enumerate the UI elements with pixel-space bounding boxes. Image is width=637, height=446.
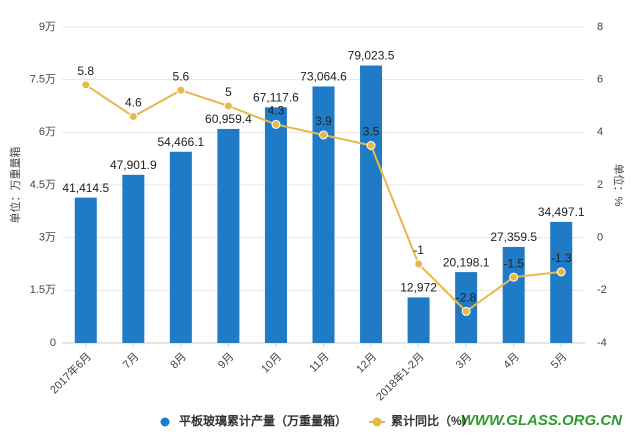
line-value-label: 4.6 — [125, 96, 142, 110]
y2-tick-label: 0 — [597, 232, 603, 244]
line-point — [509, 272, 519, 282]
bar — [122, 174, 145, 343]
line-point — [461, 306, 471, 316]
bar-value-label: 73,064.6 — [300, 70, 347, 84]
line-value-label: 5.8 — [77, 64, 94, 78]
line-point — [128, 112, 138, 122]
y-axis-label: 单位：万重量箱 — [8, 147, 22, 224]
y2-axis-label: 单位：% — [612, 164, 626, 207]
y2-tick-label: 4 — [597, 126, 603, 138]
line-value-label: 5.6 — [173, 69, 190, 83]
line-point — [271, 119, 281, 129]
bar — [264, 107, 287, 343]
y-tick-label: 1.5万 — [30, 284, 56, 296]
bar-value-label: 47,901.9 — [110, 158, 157, 172]
legend-label: 平板玻璃累计产量（万重量箱） — [179, 413, 347, 428]
y-tick-label: 7.5万 — [30, 74, 56, 86]
y2-tick-label: 2 — [597, 179, 603, 191]
bar — [550, 221, 573, 343]
bar-value-label: 12,972 — [400, 281, 437, 295]
y-tick-label: 9万 — [39, 21, 56, 33]
y2-tick-label: -2 — [597, 284, 607, 296]
legend-marker — [160, 417, 170, 427]
bar-value-label: 34,497.1 — [538, 205, 585, 219]
line-point — [366, 141, 376, 150]
line-value-label: 5 — [225, 85, 232, 99]
y-tick-label: 6万 — [39, 126, 56, 138]
line-point — [81, 80, 91, 90]
y2-tick-label: 6 — [597, 74, 603, 86]
line-value-label: -2.8 — [456, 291, 477, 305]
line-point — [223, 101, 233, 111]
bar — [169, 151, 192, 343]
legend-label: 累计同比（%） — [391, 413, 474, 428]
bar-value-label: 54,466.1 — [158, 135, 205, 149]
y-tick-label: 3万 — [39, 232, 56, 244]
bar — [407, 297, 430, 343]
line-value-label: 4.3 — [268, 104, 285, 118]
bar-value-label: 60,959.4 — [205, 112, 252, 126]
line-value-label: 3.9 — [315, 114, 332, 128]
y-tick-label: 0 — [50, 337, 56, 349]
legend-marker — [372, 417, 382, 427]
bar-value-label: 41,414.5 — [62, 181, 109, 195]
line-value-label: -1.5 — [503, 256, 524, 270]
line-point — [556, 267, 566, 277]
bar — [74, 197, 97, 343]
bar-value-label: 27,359.5 — [490, 230, 537, 244]
bar-value-label: 20,198.1 — [443, 255, 490, 269]
y-tick-label: 4.5万 — [30, 179, 56, 191]
watermark: WWW.GLASS.ORG.CN — [461, 412, 624, 429]
bar — [312, 86, 335, 344]
y2-tick-label: -4 — [597, 337, 607, 349]
bar-value-label: 67,117.6 — [253, 91, 299, 105]
line-point — [176, 85, 186, 95]
line-value-label: 3.5 — [363, 125, 380, 139]
bar — [360, 65, 383, 344]
bar — [502, 246, 525, 343]
bar-value-label: 79,023.5 — [348, 49, 395, 63]
line-point — [414, 259, 424, 269]
line-point — [319, 130, 328, 140]
bar — [217, 128, 240, 343]
line-value-label: -1.3 — [551, 251, 572, 265]
line-value-label: -1 — [413, 243, 424, 257]
y2-tick-label: 8 — [597, 21, 603, 33]
